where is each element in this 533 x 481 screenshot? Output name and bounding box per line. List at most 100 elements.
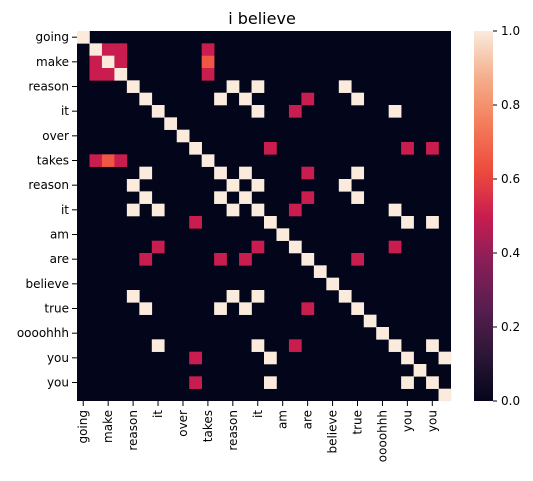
- heatmap-cell: [401, 351, 414, 365]
- colorbar-gradient: [474, 31, 493, 401]
- heatmap-cell: [351, 191, 365, 204]
- heatmap-cell: [388, 339, 402, 352]
- heatmap-cell: [126, 203, 140, 217]
- heatmap-cell: [301, 302, 315, 315]
- heatmap-cell: [151, 240, 165, 254]
- heatmap-grid: [77, 31, 452, 402]
- heatmap-cell: [189, 216, 202, 229]
- heatmap-cell: [214, 166, 227, 180]
- heatmap-cell: [363, 314, 377, 328]
- heatmap-cell: [401, 142, 414, 155]
- heatmap-cell: [288, 240, 302, 254]
- heatmap-cell: [139, 253, 153, 266]
- colorbar-tick-label: 0.0: [501, 394, 520, 408]
- y-tick-label: make: [36, 55, 69, 69]
- heatmap-cell: [301, 166, 315, 180]
- heatmap-cell: [388, 105, 402, 118]
- x-tick-label: true: [351, 410, 365, 435]
- heatmap-cell: [89, 68, 103, 81]
- chart-title: i believe: [228, 9, 296, 28]
- y-tick-label: am: [50, 228, 69, 242]
- heatmap-cell: [239, 92, 252, 106]
- colorbar-tick-label: 0.8: [501, 98, 520, 112]
- heatmap-cell: [139, 92, 153, 106]
- x-tick-label: am: [276, 410, 290, 429]
- heatmap-cell: [313, 265, 327, 278]
- heatmap-cell: [151, 339, 165, 352]
- heatmap-cell: [89, 55, 103, 69]
- heatmap-cell: [251, 339, 265, 352]
- heatmap-cell: [438, 388, 452, 402]
- heatmap-cell: [288, 339, 302, 352]
- y-tick-label: oooohhh: [17, 326, 69, 340]
- heatmap-cell: [114, 43, 128, 56]
- heatmap-cell: [151, 203, 165, 217]
- heatmap-cell: [351, 253, 365, 266]
- heatmap-cell: [226, 179, 240, 192]
- heatmap-cell: [139, 302, 153, 315]
- y-tick-label: over: [42, 129, 69, 143]
- heatmap-cell: [226, 80, 240, 93]
- heatmap-cell: [89, 154, 103, 167]
- y-tick-label: it: [61, 104, 69, 118]
- heatmap-cell: [239, 166, 252, 180]
- y-tick-label: takes: [37, 154, 69, 168]
- heatmap-cell: [126, 80, 140, 93]
- heatmap-cell: [288, 203, 302, 217]
- heatmap-cell: [139, 191, 153, 204]
- heatmap-cell: [101, 43, 115, 56]
- heatmap-cell: [189, 376, 202, 389]
- heatmap-cell: [351, 166, 365, 180]
- x-tick-label: it: [151, 410, 165, 418]
- heatmap-cell: [126, 179, 140, 192]
- heatmap-cell: [251, 203, 265, 217]
- heatmap-cell: [251, 80, 265, 93]
- heatmap-cell: [101, 68, 115, 81]
- heatmap-cell: [214, 92, 227, 106]
- y-tick-label: are: [50, 252, 69, 266]
- colorbar-tick-label: 0.4: [501, 246, 520, 260]
- y-tick-label: believe: [25, 277, 69, 291]
- heatmap-cell: [151, 105, 165, 118]
- heatmap-cell: [226, 290, 240, 303]
- heatmap-cell: [388, 203, 402, 217]
- heatmap-cell: [189, 351, 202, 365]
- heatmap-cell: [376, 327, 389, 340]
- heatmap-cell: [264, 216, 277, 229]
- heatmap-cell: [251, 240, 265, 254]
- y-tick-label: you: [47, 351, 69, 365]
- heatmap-cell: [326, 277, 340, 291]
- heatmap-cell: [413, 364, 427, 377]
- x-tick-label: it: [251, 410, 265, 418]
- heatmap-cell: [101, 55, 115, 69]
- heatmap-cell: [214, 302, 227, 315]
- y-tick-label: reason: [28, 178, 69, 192]
- colorbar: 0.0 0.2 0.4 0.6 0.8 1.0: [474, 24, 520, 408]
- x-tick-label: reason: [126, 410, 140, 451]
- heatmap-cell: [201, 68, 215, 81]
- heatmap-cell: [201, 154, 215, 167]
- heatmap-cell: [77, 31, 90, 44]
- heatmap-cell: [126, 290, 140, 303]
- heatmap-cell: [189, 142, 202, 155]
- heatmap-cell: [426, 216, 439, 229]
- heatmap-cell: [114, 68, 128, 81]
- heatmap-cell: [251, 179, 265, 192]
- heatmap-cell: [214, 253, 227, 266]
- heatmap-cell: [338, 80, 352, 93]
- heatmap-cell: [301, 253, 315, 266]
- heatmap-cell: [226, 203, 240, 217]
- heatmap-cell: [426, 339, 439, 352]
- heatmap-cell: [426, 376, 439, 389]
- colorbar-tick-label: 1.0: [501, 24, 520, 38]
- heatmap-cell: [401, 376, 414, 389]
- heatmap-cell: [264, 376, 277, 389]
- colorbar-tick-label: 0.2: [501, 320, 520, 334]
- heatmap-cell: [264, 142, 277, 155]
- y-tick-label: true: [44, 302, 69, 316]
- heatmap-cell: [351, 92, 365, 106]
- heatmap-cell: [401, 216, 414, 229]
- heatmap-cell: [426, 142, 439, 155]
- x-tick-label: make: [101, 410, 115, 443]
- heatmap-cell: [276, 228, 290, 241]
